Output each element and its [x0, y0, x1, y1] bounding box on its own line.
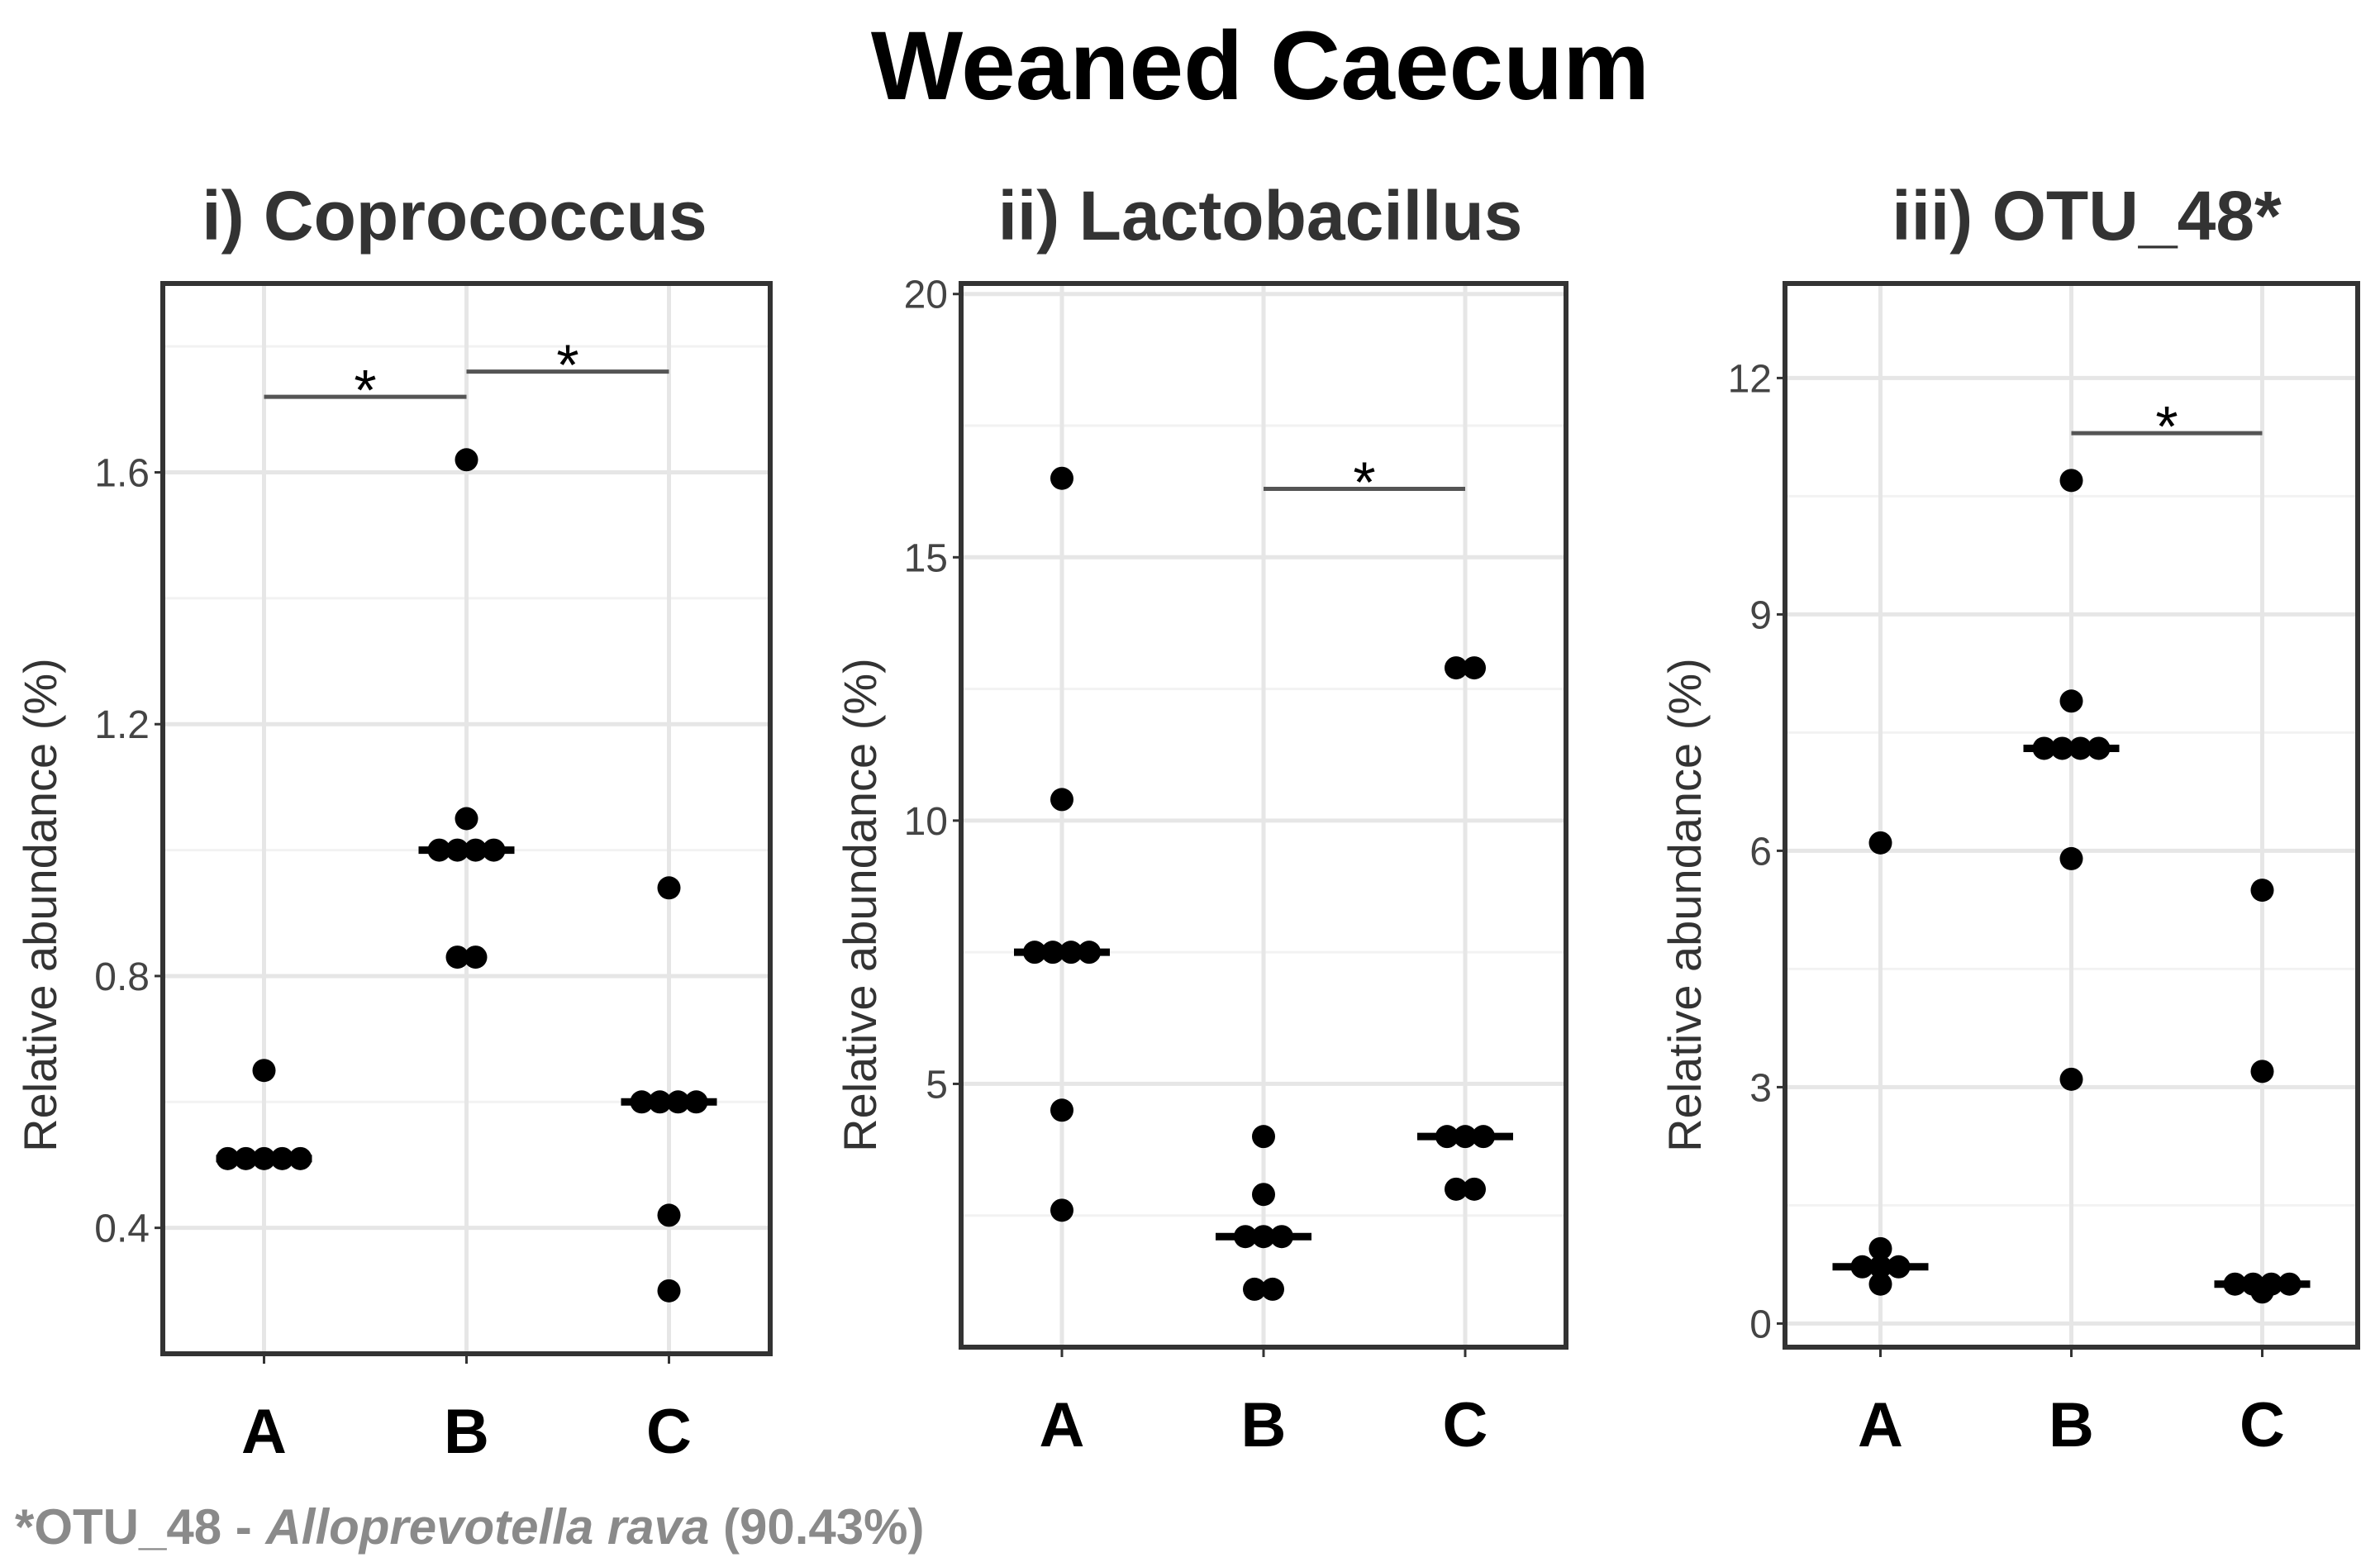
- footnote: *OTU_48 - Alloprevotella rava (90.43%): [15, 1499, 924, 1555]
- data-point: [1445, 656, 1468, 680]
- y-tick-label: 1.6: [94, 452, 150, 496]
- significance-star: *: [556, 333, 578, 398]
- data-point: [455, 448, 478, 472]
- y-axis-label: Relative abundance (%): [1659, 658, 1711, 1152]
- data-point: [1261, 1277, 1284, 1301]
- significance-star: *: [2155, 394, 2178, 459]
- data-point: [657, 876, 681, 900]
- y-tick-label: 0.4: [94, 1207, 150, 1251]
- x-category-label: A: [1858, 1390, 1903, 1460]
- data-point: [445, 945, 469, 969]
- data-point: [657, 1279, 681, 1303]
- y-tick-label: 0.8: [94, 955, 150, 999]
- x-category-label: C: [646, 1397, 692, 1467]
- y-axis-label: Relative abundance (%): [834, 658, 886, 1152]
- y-tick-label: 5: [926, 1063, 948, 1107]
- data-point: [2059, 469, 2083, 493]
- footnote-species: Alloprevotella rava: [264, 1499, 709, 1555]
- panel-otu-48: iii) OTU_48* Relative abundance (%) 0 3 6 9…: [1659, 177, 2360, 1460]
- data-point: [252, 1059, 276, 1083]
- x-category-label: C: [2240, 1390, 2285, 1460]
- data-point: [1050, 1098, 1073, 1122]
- main-title: Weaned Caecum: [871, 12, 1649, 121]
- panel-title: iii) OTU_48*: [1892, 177, 2282, 255]
- y-tick-label: 10: [904, 800, 948, 844]
- y-tick-label: 6: [1749, 830, 1772, 874]
- footnote-suffix: (90.43%): [709, 1499, 924, 1555]
- significance-star: *: [354, 358, 376, 422]
- y-tick-label: 3: [1749, 1066, 1772, 1110]
- data-point: [1445, 1177, 1468, 1201]
- data-point: [1243, 1277, 1266, 1301]
- data-point: [657, 1203, 681, 1227]
- panel-border: [959, 281, 1568, 1350]
- data-point: [1868, 1236, 1892, 1260]
- data-point: [2059, 689, 2083, 713]
- y-tick-label: 9: [1749, 593, 1772, 637]
- data-point: [1252, 1125, 1275, 1149]
- y-tick-label: 20: [904, 274, 948, 317]
- data-point: [2250, 879, 2274, 903]
- x-category-label: B: [1241, 1390, 1287, 1460]
- x-category-label: A: [241, 1397, 287, 1467]
- data-point: [1463, 1177, 1486, 1201]
- data-point: [1868, 1272, 1892, 1296]
- significance-star: *: [1353, 450, 1375, 514]
- data-point: [1050, 1198, 1073, 1222]
- panel-title: i) Coprococcus: [202, 177, 707, 255]
- panel-title: ii) Lactobacillus: [998, 177, 1523, 255]
- panel-border: [160, 281, 773, 1356]
- panel-border: [1783, 281, 2360, 1350]
- data-point: [1050, 466, 1073, 490]
- data-point: [1868, 831, 1892, 855]
- data-point: [1252, 1183, 1275, 1207]
- y-tick-label: 1.2: [94, 703, 150, 747]
- x-category-label: C: [1443, 1390, 1488, 1460]
- y-tick-label: 12: [1728, 357, 1772, 401]
- data-point: [1463, 656, 1486, 680]
- x-category-label: A: [1040, 1390, 1085, 1460]
- panel-lactobacillus: ii) Lactobacillus Relative abundance (%)…: [834, 177, 1568, 1460]
- data-point: [2250, 1060, 2274, 1084]
- y-tick-label: 15: [904, 536, 948, 580]
- panel-coprococcus: i) Coprococcus Relative abundance (%) 0.…: [14, 177, 773, 1467]
- x-category-label: B: [2049, 1390, 2094, 1460]
- data-point: [1050, 788, 1073, 812]
- y-tick-label: 0: [1749, 1303, 1772, 1346]
- data-point: [464, 945, 488, 969]
- data-point: [2059, 846, 2083, 870]
- x-category-label: B: [444, 1397, 489, 1467]
- data-point: [2059, 1067, 2083, 1091]
- y-axis-label: Relative abundance (%): [14, 658, 66, 1152]
- data-point: [455, 807, 478, 831]
- footnote-prefix: *OTU_48 -: [15, 1499, 265, 1555]
